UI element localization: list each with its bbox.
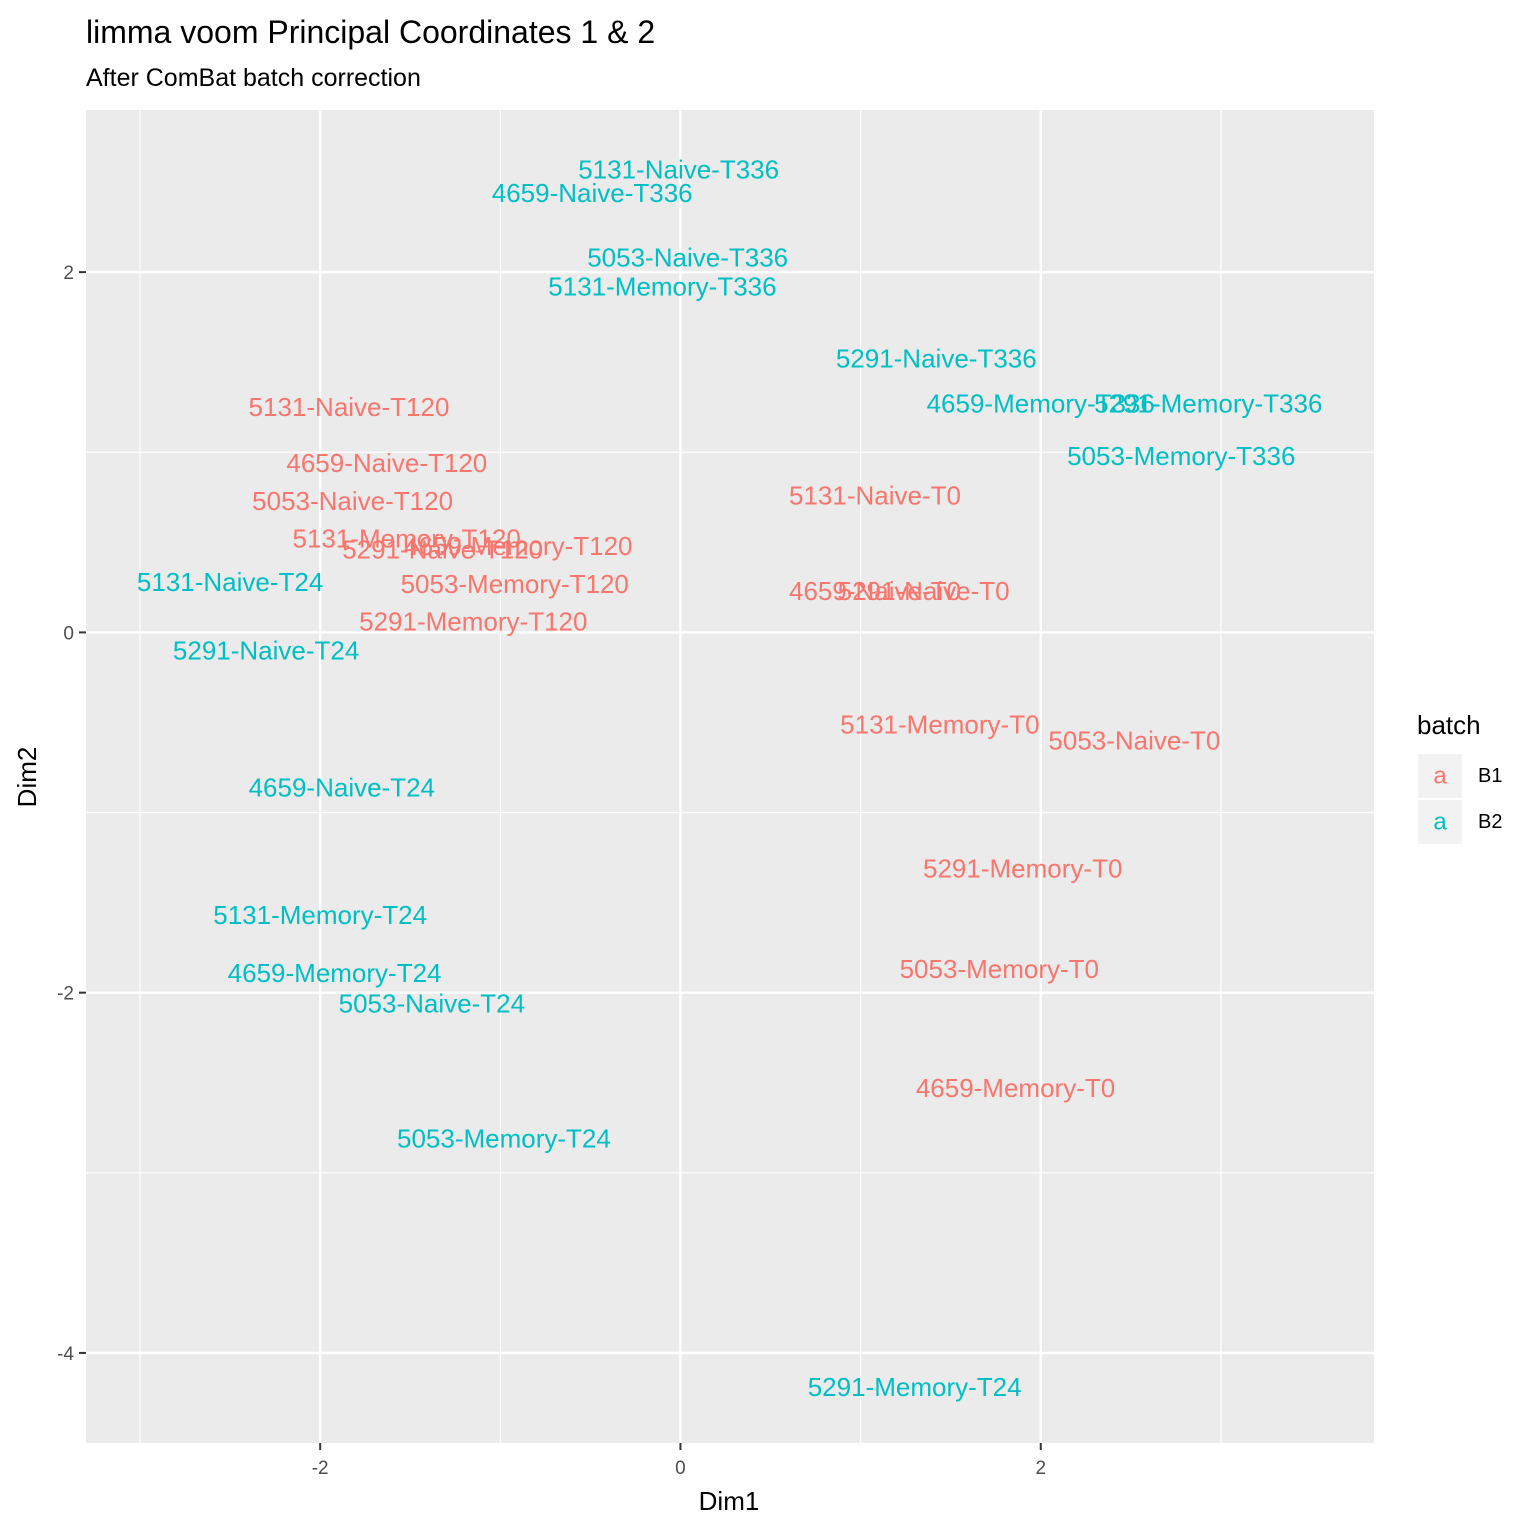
- legend-key-glyph: a: [1433, 809, 1447, 836]
- point-label-b2: 5131-Memory-T24: [213, 900, 427, 930]
- point-label-b1: 5131-Memory-T0: [840, 709, 1039, 739]
- point-label-b2: 4659-Memory-T24: [228, 958, 442, 988]
- point-label-b1: 5291-Memory-T120: [359, 607, 587, 637]
- major-gridlines: [86, 110, 1374, 1443]
- axis-ticks: -2 0 2 2 0 -2 -4: [57, 263, 1046, 1479]
- point-label-b2: 4659-Naive-T336: [492, 178, 693, 208]
- x-tick-label: -2: [312, 1458, 329, 1479]
- point-labels: 5131-Naive-T120 4659-Naive-T120 5053-Naive…: [137, 154, 1323, 1402]
- chart-subtitle: After ComBat batch correction: [86, 64, 421, 92]
- y-axis-title: Dim2: [12, 747, 42, 808]
- point-label-b1: 5291-Naive-T120: [342, 535, 543, 565]
- point-label-b1: 5291-Naive-T0: [838, 576, 1010, 606]
- legend-title: batch: [1417, 710, 1481, 740]
- point-label-b1: 5131-Naive-T120: [249, 392, 450, 422]
- point-label-b1: 5053-Memory-T120: [401, 569, 629, 599]
- point-label-b2: 4659-Memory-T336: [927, 389, 1155, 419]
- point-label-b2: 5291-Memory-T24: [808, 1372, 1022, 1402]
- point-label-b1: 4659-Memory-T120: [404, 531, 632, 561]
- point-label-b2: 5131-Naive-T336: [578, 154, 779, 184]
- y-tick-label: -2: [57, 984, 74, 1005]
- point-label-b1: 5291-Memory-T0: [923, 853, 1122, 883]
- y-tick-label: 2: [63, 263, 74, 284]
- point-label-b2: 5131-Naive-T24: [137, 567, 323, 597]
- point-label-b1: 5053-Naive-T120: [252, 486, 453, 516]
- x-tick-label: 2: [1035, 1458, 1046, 1479]
- point-label-b2: 5131-Memory-T336: [548, 272, 776, 302]
- legend: batch a B1 a B2: [1417, 710, 1502, 844]
- chart-title: limma voom Principal Coordinates 1 & 2: [86, 14, 655, 50]
- y-tick-label: 0: [63, 623, 74, 644]
- point-label-b1: 4659-Naive-T0: [789, 576, 961, 606]
- legend-key-glyph: a: [1433, 763, 1447, 790]
- legend-key-b1: [1418, 754, 1462, 798]
- plot-panel: [86, 110, 1374, 1443]
- point-label-b1: 4659-Memory-T0: [916, 1073, 1115, 1103]
- point-label-b2: 5053-Memory-T336: [1067, 441, 1295, 471]
- point-label-b2: 5291-Memory-T336: [1094, 389, 1322, 419]
- x-tick-label: 0: [675, 1458, 686, 1479]
- point-label-b1: 5131-Memory-T120: [292, 524, 520, 554]
- point-label-b2: 5053-Memory-T24: [397, 1124, 611, 1154]
- point-label-b1: 4659-Naive-T120: [286, 448, 487, 478]
- point-label-b2: 5291-Naive-T24: [173, 635, 359, 665]
- legend-label-b1: B1: [1478, 765, 1502, 787]
- legend-label-b2: B2: [1478, 811, 1502, 833]
- legend-key-b2: [1418, 800, 1462, 844]
- y-tick-label: -4: [57, 1344, 74, 1365]
- x-axis-title: Dim1: [699, 1486, 760, 1516]
- point-label-b1: 5053-Naive-T0: [1048, 725, 1220, 755]
- point-label-b2: 5053-Naive-T24: [339, 988, 525, 1018]
- point-label-b1: 5053-Memory-T0: [900, 954, 1099, 984]
- point-label-b2: 4659-Naive-T24: [249, 772, 435, 802]
- minor-gridlines: [86, 110, 1374, 1443]
- point-label-b1: 5131-Naive-T0: [789, 480, 961, 510]
- point-label-b2: 5053-Naive-T336: [587, 243, 788, 273]
- point-label-b2: 5291-Naive-T336: [836, 344, 1037, 374]
